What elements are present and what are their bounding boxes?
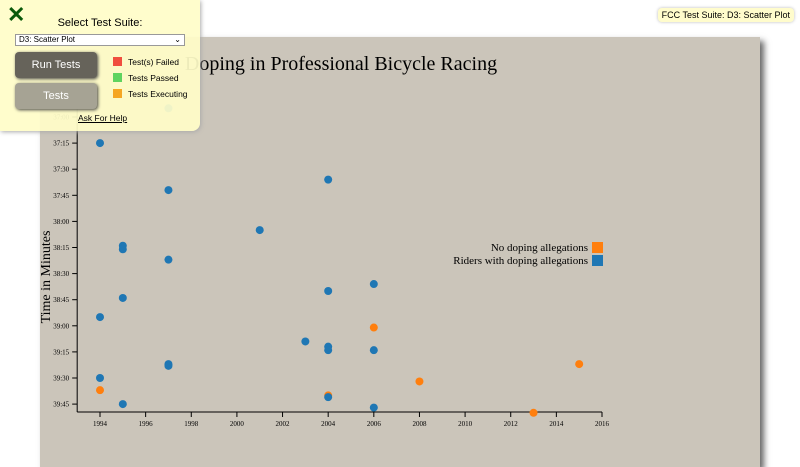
executing-label: Tests Executing [128,89,188,99]
executing-swatch [113,89,122,98]
fcc-test-suite-badge[interactable]: FCC Test Suite: D3: Scatter Plot [657,8,794,22]
y-tick-label: 37:45 [53,192,69,200]
y-tick-label: 39:45 [53,401,69,409]
y-tick-label: 39:00 [53,322,69,330]
passed-label: Tests Passed [128,73,179,83]
data-point [529,408,538,417]
data-point [324,346,333,355]
data-point [301,337,310,346]
data-point [324,175,333,184]
data-point [324,393,333,402]
y-tick-label: 38:30 [53,270,69,278]
y-tick-label: 39:30 [53,375,69,383]
close-icon[interactable]: ✕ [7,2,26,27]
data-point [255,226,264,235]
failed-swatch [113,57,122,66]
y-axis-label: Time in Minutes [40,231,54,324]
legend-swatch [592,242,603,253]
x-tick-label: 1994 [93,420,108,428]
y-tick-label: 37:30 [53,166,69,174]
legend-executing: Tests Executing [113,89,188,99]
x-tick-label: 2014 [549,420,564,428]
data-point [369,280,378,289]
x-tick-label: 2006 [367,420,382,428]
y-tick-label: 39:15 [53,348,69,356]
chevron-down-icon: ⌄ [174,35,181,44]
x-tick-label: 2012 [504,420,519,428]
passed-swatch [113,73,122,82]
data-point [96,386,104,395]
legend-failed: Test(s) Failed [113,57,179,67]
data-point [164,361,173,370]
x-tick-label: 1996 [139,420,154,428]
run-tests-button[interactable]: Run Tests [15,52,97,78]
data-point [96,374,104,382]
test-suite-select[interactable]: D3: Scatter Plot ⌄ [15,34,185,46]
x-tick-label: 2002 [276,420,291,428]
chart-title: Doping in Professional Bicycle Racing [185,53,497,75]
x-tick-label: 2004 [321,420,336,428]
data-point [118,293,127,302]
x-tick-label: 2000 [230,420,245,428]
data-point [96,139,104,148]
data-point [118,245,127,254]
data-point [96,313,104,322]
x-tick-label: 2008 [412,420,427,428]
y-tick-label: 38:15 [53,244,69,252]
x-tick-label: 1998 [184,420,199,428]
scatter-plot: Doping in Professional Bicycle Racing Ti… [40,53,610,428]
data-point [369,346,378,355]
legend-label: No doping allegations [491,242,588,254]
y-tick-label: 38:00 [53,218,69,226]
tests-button[interactable]: Tests [15,83,97,109]
data-point [118,400,127,409]
y-tick-label: 38:45 [53,296,69,304]
data-point [164,186,173,195]
data-point [369,323,378,332]
data-point [575,360,584,369]
test-suite-panel: ✕ Select Test Suite: D3: Scatter Plot ⌄ R… [0,0,200,131]
data-point [369,403,378,412]
x-tick-label: 2010 [458,420,473,428]
y-tick-label: 37:15 [53,140,69,148]
data-point [324,287,333,295]
selected-suite: D3: Scatter Plot [19,35,76,44]
select-suite-label: Select Test Suite: [57,17,143,29]
legend-label: Riders with doping allegations [453,255,588,267]
x-tick-label: 2016 [595,420,610,428]
ask-for-help-link[interactable]: Ask For Help [78,113,128,123]
data-point [164,255,173,264]
failed-label: Test(s) Failed [128,57,180,67]
legend-swatch [592,255,603,266]
data-point [415,377,424,386]
legend-passed: Tests Passed [113,73,179,83]
